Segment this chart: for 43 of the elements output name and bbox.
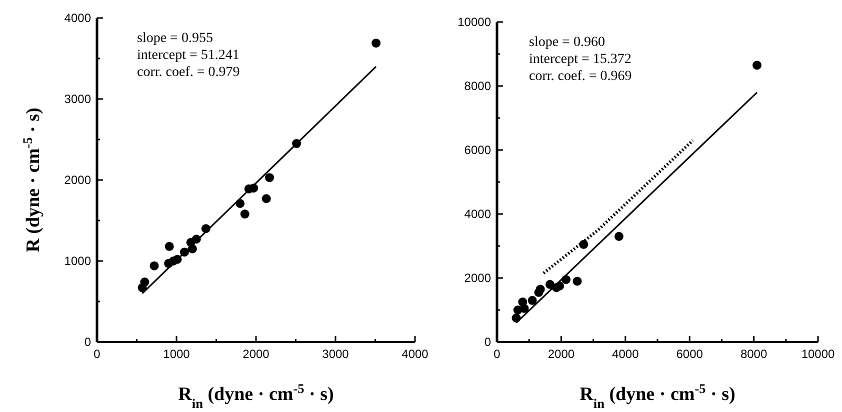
point <box>545 280 554 289</box>
x-tick-label: 0 <box>494 347 501 361</box>
annotation: corr. coef. = 0.979 <box>137 65 240 80</box>
y-tick-label: 2000 <box>64 173 92 188</box>
y-tick-label: 10000 <box>458 15 492 30</box>
point <box>240 210 250 219</box>
x-tick-label: 1000 <box>163 347 190 361</box>
y-tick-label: 1000 <box>64 254 92 268</box>
y-tick-label: 8000 <box>464 79 492 94</box>
annotation: intercept = 51.241 <box>137 48 240 63</box>
annotation: corr. coef. = 0.969 <box>529 69 632 84</box>
y-tick-label: 3000 <box>64 92 92 106</box>
point <box>262 194 271 204</box>
point <box>572 276 582 286</box>
point <box>265 173 274 182</box>
y-tick-label: 2000 <box>464 271 492 286</box>
annotation: slope = 0.955 <box>137 31 213 46</box>
point <box>150 261 159 270</box>
x-tick-label: 4000 <box>612 347 640 361</box>
annotation: intercept = 15.372 <box>529 52 632 67</box>
x-tick-label: 8000 <box>740 347 768 361</box>
y-tick-label: 0 <box>484 335 492 350</box>
y-tick-label: 0 <box>84 335 92 350</box>
y-tick-label: 6000 <box>464 143 492 158</box>
x-tick-label: 10000 <box>801 347 836 361</box>
point <box>164 242 174 251</box>
annotation: slope = 0.960 <box>529 35 605 50</box>
y-tick-label: 4000 <box>64 11 92 26</box>
x-tick-label: 2000 <box>548 347 575 361</box>
x-tick-label: 3000 <box>322 347 350 361</box>
y-tick-label: 4000 <box>464 207 492 222</box>
x-tick-label: 0 <box>94 347 101 361</box>
point <box>138 283 147 292</box>
x-tick-label: 2000 <box>242 347 270 361</box>
point <box>372 38 381 48</box>
x-axis-title: R$_{in}$ (dyne · cm$^{-5}$ · s) <box>580 380 736 410</box>
point <box>528 296 537 305</box>
point <box>513 306 522 314</box>
x-tick-label: 6000 <box>676 347 704 361</box>
x-tick-label: 4000 <box>402 347 429 361</box>
x-axis-title: R$_{in}$ (dyne · cm$^{-5}$ · s) <box>178 380 334 410</box>
point <box>614 232 624 241</box>
point <box>752 60 762 70</box>
